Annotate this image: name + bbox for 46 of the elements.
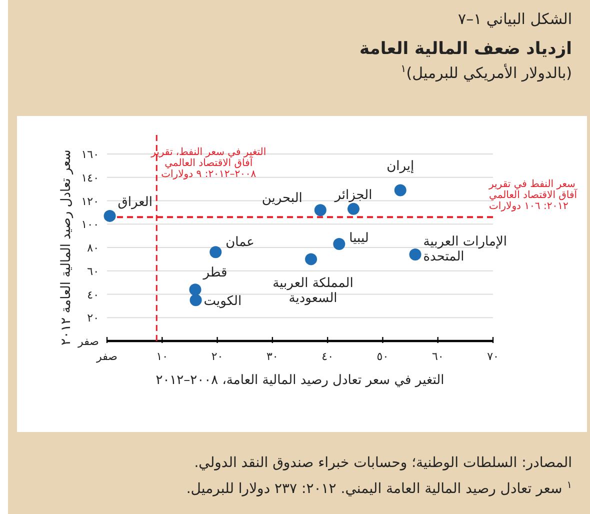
y-tick-label: ١٠٠: [81, 218, 99, 232]
label: الجزائر: [334, 188, 372, 203]
chart-subtitle: (بالدولار الأمريكي للبرميل)$^{١}$: [400, 63, 572, 82]
x-tick-label: ٣٠: [266, 350, 278, 363]
point: [394, 184, 406, 196]
x-tick-label: ٧٠: [487, 350, 499, 363]
point: [104, 210, 116, 222]
label: المملكة العربية السعودية: [272, 276, 354, 306]
point: [347, 202, 360, 215]
point: [333, 238, 346, 250]
y-tick-label: ٨٠: [87, 242, 99, 254]
label: الكويت: [204, 294, 242, 310]
point: [314, 204, 326, 216]
point: [210, 246, 222, 258]
x-tick-label: ٦٠: [432, 350, 444, 363]
y-tick-label: ٤٠: [87, 288, 99, 302]
label: سعر النفط في تقرير آفاق الاقتصاد العالمي ٢٠١٢: ١٠٦ دولارات: [489, 179, 578, 212]
x-tick-label: ٤٠: [322, 350, 334, 363]
point: [409, 248, 422, 261]
x-tick-label: ٢٠: [211, 350, 224, 363]
x-axis-title: التغير في سعر تعادل رصيد المالية العامة، ٢٠٠٨–٢٠١٢: [156, 373, 444, 388]
point: [305, 253, 318, 266]
label: البحرين: [262, 191, 302, 206]
y-tick-label: ١٤٠: [81, 171, 99, 184]
label: العراق: [118, 194, 152, 210]
label: قطر: [203, 266, 228, 281]
text: المصادر: السلطات الوطنية؛ وحسابات خبراء صندوق النقد الدولي.: [194, 455, 572, 471]
point: [190, 294, 202, 306]
y-tick-label: ٢٠: [87, 312, 99, 325]
y-tick-label: صفر: [77, 335, 99, 348]
point: [189, 284, 202, 296]
x-tick-label: ٥٠: [376, 350, 389, 363]
y-tick-label: ١٢٠: [81, 194, 99, 208]
text: الشكل البياني ١–٧: [458, 10, 572, 28]
label: التغير في سعر النفط، تقرير آفاق الاقتصاد العالمي ٢٠٠٨–٢٠١٢: ٩ دولارات: [151, 147, 266, 180]
y-tick-label: ٦٠: [87, 264, 99, 278]
label: الإمارات العربية المتحدة: [423, 234, 507, 265]
x-tick-label: ١٠: [156, 350, 168, 363]
y-axis-title: سعر تعادل رصيد المالية العامة ٢٠١٢: [59, 150, 74, 346]
label: إيران: [386, 159, 414, 174]
y-tick-label: ١٦٠: [81, 148, 99, 161]
text: $^{١}$ سعر تعادل رصيد المالية العامة اليمني. ٢٠١٢: ٢٣٧ دولارا للبرميل.: [186, 480, 572, 497]
label: عمان: [226, 235, 254, 250]
chart-title: ازدياد ضعف المالية العامة: [360, 39, 572, 59]
label: ليبيا: [349, 231, 369, 246]
x-tick-label: صفر: [96, 350, 118, 363]
